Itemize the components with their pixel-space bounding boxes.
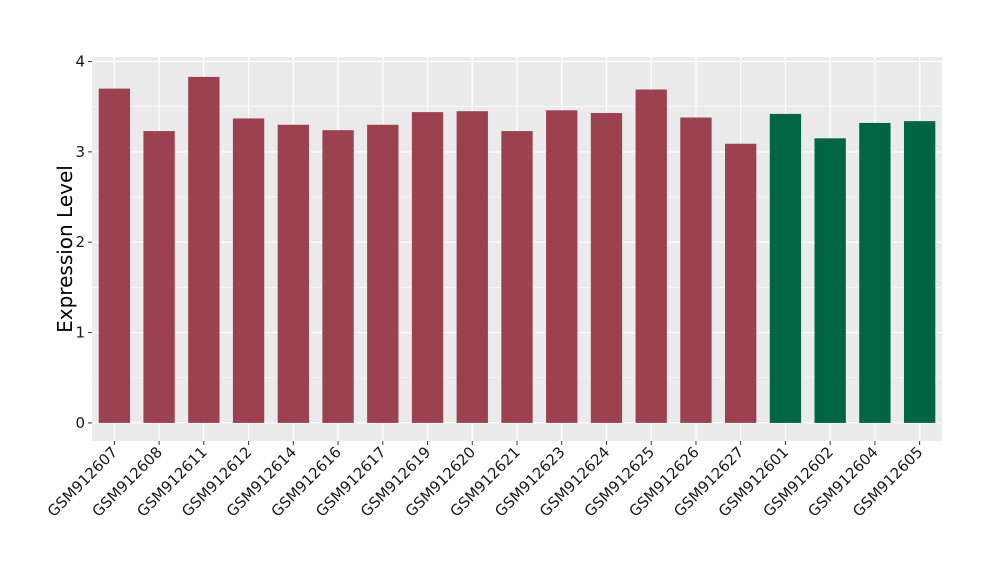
bar-GSM912617 [367, 124, 399, 423]
bar-GSM912627 [725, 143, 757, 423]
bar-GSM912605 [903, 121, 936, 423]
bar-GSM912624 [590, 113, 623, 423]
y-tick-label: 1 [75, 324, 85, 342]
bar-GSM912616 [322, 130, 354, 423]
bar-GSM912608 [143, 131, 175, 423]
bar-GSM912626 [680, 117, 712, 423]
bar-GSM912614 [277, 124, 309, 423]
bar-GSM912620 [456, 111, 488, 423]
bar-GSM912604 [859, 122, 891, 423]
bar-GSM912623 [546, 110, 578, 423]
y-tick-label: 0 [75, 414, 85, 432]
x-axis: GSM912607GSM912608GSM912611GSM912612GSM9… [44, 441, 926, 520]
y-axis: 0 1 2 3 4 [75, 53, 92, 432]
bar-GSM912602 [814, 138, 846, 423]
y-tick-label: 3 [75, 143, 85, 161]
bar-GSM912611 [188, 76, 220, 423]
bar-GSM912619 [411, 112, 444, 423]
y-axis-title: Expression Level [53, 165, 77, 333]
bar-GSM912625 [635, 89, 667, 423]
bar-GSM912621 [501, 131, 533, 423]
y-tick-label: 4 [75, 53, 85, 71]
bar-GSM912601 [769, 113, 802, 423]
y-tick-label: 2 [75, 233, 85, 251]
bar-GSM912612 [232, 118, 265, 423]
bars [98, 76, 936, 423]
bar-GSM912607 [98, 88, 131, 423]
